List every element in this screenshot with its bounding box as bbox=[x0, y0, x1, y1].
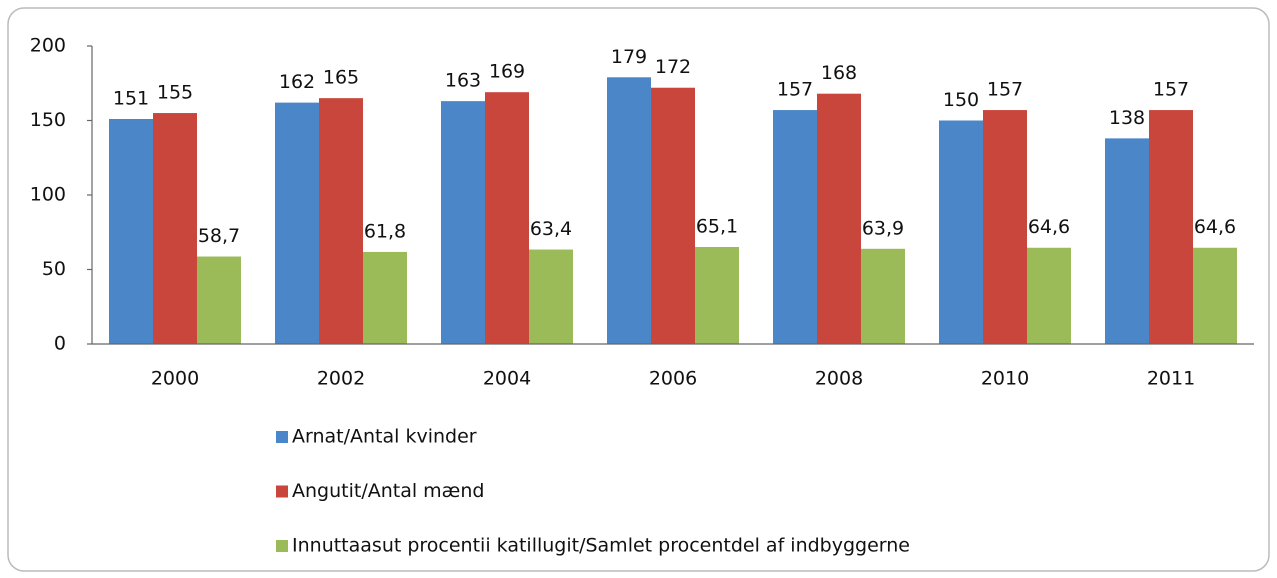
bar bbox=[861, 248, 905, 344]
value-label: 150 bbox=[943, 89, 979, 111]
bar bbox=[817, 93, 861, 345]
legend-swatch bbox=[276, 540, 288, 552]
legend-label: Innuttaasut procentii katillugit/Samlet … bbox=[292, 535, 910, 557]
value-label: 163 bbox=[445, 70, 481, 92]
bar bbox=[109, 119, 153, 344]
bar bbox=[983, 110, 1027, 344]
value-label: 169 bbox=[489, 61, 525, 83]
y-tick-label: 0 bbox=[54, 333, 66, 355]
legend-swatch bbox=[276, 485, 288, 498]
x-tick-label: 2000 bbox=[151, 368, 199, 390]
x-tick-label: 2006 bbox=[649, 368, 697, 390]
bar bbox=[1193, 247, 1237, 344]
x-tick-label: 2010 bbox=[981, 368, 1029, 390]
bar bbox=[197, 256, 241, 344]
bar bbox=[695, 247, 739, 344]
value-label: 162 bbox=[279, 71, 315, 93]
value-label: 61,8 bbox=[364, 220, 406, 242]
bar bbox=[485, 92, 529, 344]
value-label: 157 bbox=[987, 79, 1023, 101]
value-label: 155 bbox=[157, 82, 193, 104]
bar bbox=[607, 77, 651, 344]
value-label: 63,9 bbox=[862, 217, 904, 239]
bar bbox=[939, 120, 983, 344]
bar bbox=[441, 101, 485, 344]
value-label: 65,1 bbox=[696, 216, 738, 238]
bar bbox=[1027, 247, 1071, 344]
value-label: 63,4 bbox=[530, 218, 572, 240]
bar bbox=[153, 113, 197, 344]
bar bbox=[773, 110, 817, 344]
bar bbox=[275, 102, 319, 345]
value-label: 58,7 bbox=[198, 225, 240, 247]
value-label: 179 bbox=[611, 46, 647, 68]
value-label: 138 bbox=[1109, 107, 1145, 129]
x-tick-label: 2004 bbox=[483, 368, 531, 390]
bar bbox=[651, 87, 695, 344]
legend-label: Arnat/Antal kvinder bbox=[292, 426, 477, 448]
y-tick-label: 200 bbox=[30, 35, 66, 57]
x-tick-label: 2011 bbox=[1147, 368, 1195, 390]
y-tick-label: 50 bbox=[42, 258, 66, 280]
bar bbox=[1105, 138, 1149, 344]
value-label: 165 bbox=[323, 67, 359, 89]
value-label: 151 bbox=[113, 88, 149, 110]
bar bbox=[1149, 110, 1193, 344]
bar bbox=[319, 98, 363, 345]
value-label: 64,6 bbox=[1194, 216, 1236, 238]
value-label: 157 bbox=[1153, 79, 1189, 101]
x-tick-label: 2002 bbox=[317, 368, 365, 390]
legend-label: Angutit/Antal mænd bbox=[292, 480, 484, 502]
y-tick-label: 150 bbox=[30, 109, 66, 131]
value-label: 64,6 bbox=[1028, 216, 1070, 238]
x-tick-label: 2008 bbox=[815, 368, 863, 390]
legend-swatch bbox=[276, 431, 288, 443]
bar bbox=[363, 251, 407, 344]
value-label: 172 bbox=[655, 56, 691, 78]
value-label: 157 bbox=[777, 79, 813, 101]
bar bbox=[529, 249, 573, 344]
y-tick-label: 100 bbox=[30, 184, 66, 206]
value-label: 168 bbox=[821, 62, 857, 84]
